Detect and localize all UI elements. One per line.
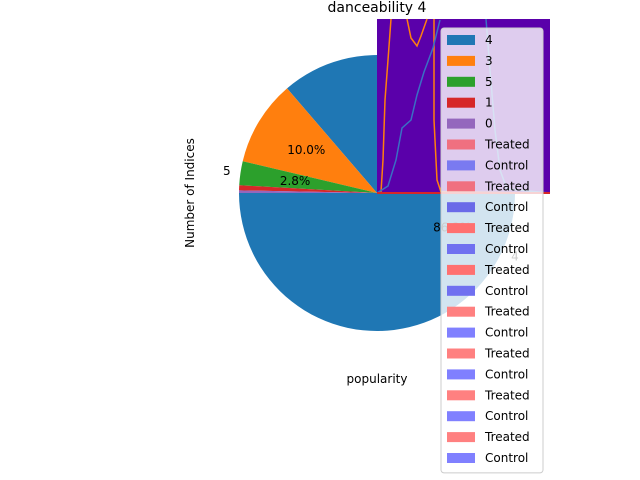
legend-swatch	[447, 35, 475, 45]
legend-label: 3	[485, 54, 493, 68]
slice-pct-3: 10.0%	[287, 143, 325, 157]
slice-label-5: 5	[223, 164, 231, 178]
legend-label: Treated	[484, 347, 530, 361]
legend-swatch	[447, 244, 475, 254]
legend-label: 4	[485, 33, 493, 47]
legend-label: 1	[485, 96, 493, 110]
chart-title: danceability 4	[328, 0, 427, 16]
legend-swatch	[447, 453, 475, 463]
legend-label: Control	[485, 326, 528, 340]
legend-swatch	[447, 327, 475, 338]
y-axis-label: Number of Indices	[183, 138, 197, 248]
slice-pct-5: 2.8%	[280, 174, 311, 188]
legend-swatch	[447, 76, 475, 87]
legend-label: Control	[485, 367, 528, 381]
legend-label: Control	[485, 200, 528, 214]
pie-slice-0	[239, 190, 377, 193]
x-axis-label: popularity	[347, 372, 408, 386]
legend-swatch	[447, 55, 475, 66]
pie-slice-3	[242, 88, 377, 193]
legend-label: Control	[485, 284, 528, 298]
legend-swatch	[447, 348, 475, 359]
legend-swatch	[447, 118, 475, 129]
legend-swatch	[447, 390, 475, 401]
legend-label: Treated	[484, 430, 530, 444]
legend-swatch	[447, 202, 475, 213]
legend-label: Treated	[484, 305, 530, 319]
legend-label: Treated	[484, 388, 530, 402]
legend-label: Control	[485, 158, 528, 172]
legend-swatch	[447, 160, 475, 171]
legend-label: Treated	[484, 138, 530, 152]
pie-slice-5	[239, 161, 377, 193]
legend-label: Control	[485, 409, 528, 423]
legend-label: 0	[485, 117, 493, 131]
legend-swatch	[447, 306, 475, 317]
legend-swatch	[447, 411, 475, 422]
legend-frame	[440, 27, 544, 474]
pie-slice-1	[239, 185, 377, 193]
legend-swatch	[447, 97, 475, 108]
legend-swatch	[447, 285, 475, 296]
legend-swatch	[447, 181, 475, 192]
legend-swatch	[447, 264, 475, 275]
legend-label: 5	[485, 75, 493, 89]
legend-swatch	[447, 369, 475, 380]
legend-label: Control	[485, 242, 528, 256]
legend-label: Control	[485, 451, 528, 465]
legend-swatch	[447, 139, 475, 150]
legend-label: Treated	[484, 179, 530, 193]
legend-label: Treated	[484, 263, 530, 277]
legend: 4 3 5 1 0 Treated Control Treated Control Treated…	[440, 27, 544, 474]
legend-swatch	[447, 223, 475, 234]
legend-swatch	[447, 432, 475, 443]
legend-label: Treated	[484, 221, 530, 235]
